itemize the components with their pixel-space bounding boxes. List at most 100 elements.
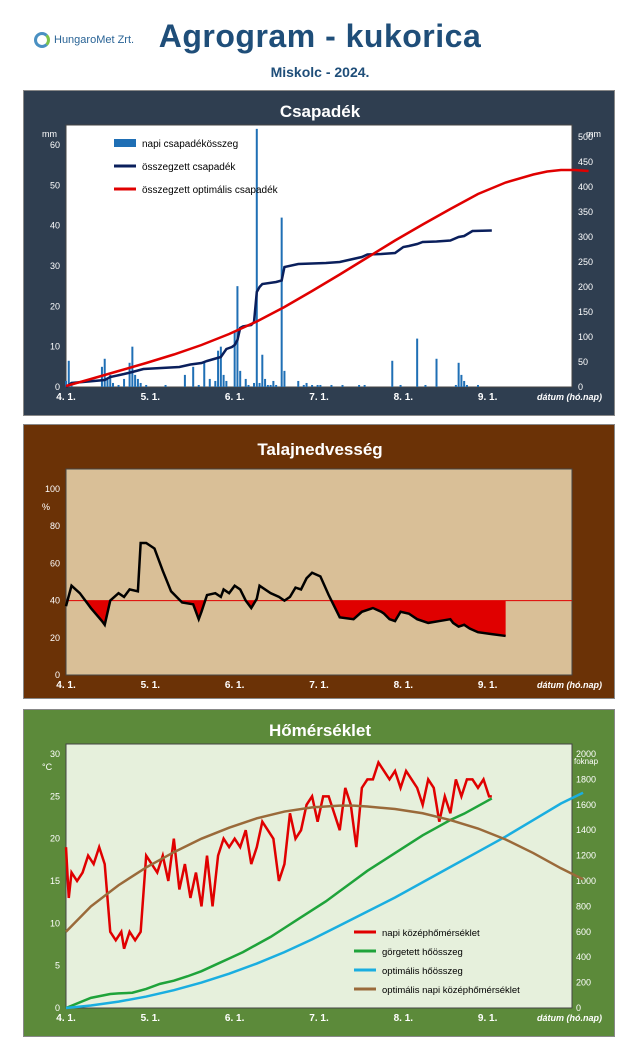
rain-bar bbox=[136, 378, 139, 387]
rain-bar bbox=[302, 384, 305, 387]
x-tick-label: 8. 1. bbox=[394, 392, 414, 403]
cumulative-rain-line bbox=[65, 229, 492, 389]
rain-bar bbox=[341, 384, 344, 387]
rain-bar bbox=[233, 330, 236, 387]
rain-bar bbox=[103, 358, 106, 387]
y2-tick-label: 2000 bbox=[576, 749, 596, 759]
moisture-deficit-area bbox=[331, 600, 506, 636]
y2-tick-label: 50 bbox=[578, 357, 588, 367]
legend-entry: összegzett csapadék bbox=[142, 162, 236, 173]
rain-bar bbox=[266, 384, 269, 387]
plot-area bbox=[65, 124, 573, 388]
y-tick-label: 50 bbox=[50, 180, 60, 190]
y2-tick-label: 1400 bbox=[576, 825, 596, 835]
y-tick-label: 40 bbox=[50, 596, 60, 606]
y-tick-label: 10 bbox=[50, 918, 60, 928]
y-tick-label: 60 bbox=[50, 558, 60, 568]
rain-bar bbox=[280, 217, 283, 387]
x-tick-label: 7. 1. bbox=[309, 392, 329, 403]
y2-tick-label: 1600 bbox=[576, 800, 596, 810]
y2-tick-label: 350 bbox=[578, 207, 593, 217]
rain-bar bbox=[164, 384, 167, 387]
moisture-deficit-area bbox=[85, 600, 111, 625]
moisture-deficit-area bbox=[180, 600, 206, 620]
precipitation-chart: Csapadék 4. 1. 5. 1. 6. 1. 7. 1. 8. 1. 9. 1. dá… bbox=[42, 102, 602, 403]
legend-entry: napi csapadékösszeg bbox=[142, 139, 238, 150]
rain-bar bbox=[454, 384, 457, 387]
rain-bar bbox=[109, 374, 112, 387]
y2-tick-label: 200 bbox=[576, 978, 591, 988]
chart-title: Hőmérséklet bbox=[269, 721, 371, 740]
optimal-cumulative-rain-line bbox=[65, 168, 589, 388]
y2-tick-label: 400 bbox=[578, 182, 593, 192]
rain-bar bbox=[264, 378, 267, 387]
x-tick-label: 6. 1. bbox=[225, 680, 245, 691]
y-tick-label: 25 bbox=[50, 791, 60, 801]
rain-bar bbox=[363, 384, 366, 387]
rain-bar bbox=[70, 384, 73, 387]
rain-bar bbox=[316, 384, 319, 387]
y2-tick-label: 600 bbox=[576, 927, 591, 937]
y2-tick-label: 0 bbox=[576, 1003, 581, 1013]
y2-tick-label: 200 bbox=[578, 282, 593, 292]
rain-bar bbox=[476, 384, 479, 387]
legend-entry: napi középhőmérséklet bbox=[382, 928, 480, 939]
rain-bar bbox=[244, 378, 247, 387]
y-tick-label: 5 bbox=[55, 961, 60, 971]
y2-axis-label: foknap bbox=[574, 757, 599, 766]
rolling-heat-sum-line bbox=[65, 797, 493, 1010]
x-tick-label: 8. 1. bbox=[394, 1013, 414, 1024]
y2-tick-label: 0 bbox=[578, 382, 583, 392]
chart-title: Csapadék bbox=[280, 102, 361, 121]
rain-bar bbox=[219, 346, 222, 387]
x-axis-label: dátum (hó.nap) bbox=[537, 392, 602, 402]
rain-bar bbox=[275, 384, 278, 387]
rain-bar bbox=[258, 382, 261, 387]
plot-area bbox=[65, 468, 573, 676]
legend-swatch bbox=[114, 139, 136, 147]
rain-bar bbox=[239, 370, 242, 387]
plot-area bbox=[65, 743, 573, 1009]
rain-bar bbox=[283, 370, 286, 387]
y-tick-label: 60 bbox=[50, 140, 60, 150]
y-axis-label: °C bbox=[42, 762, 53, 772]
y2-tick-label: 100 bbox=[578, 332, 593, 342]
daily-mean-temp-line bbox=[64, 759, 492, 950]
y-tick-label: 30 bbox=[50, 261, 60, 271]
page-title: Agrogram - kukorica bbox=[158, 18, 482, 54]
rain-bar bbox=[319, 384, 322, 387]
x-tick-label: 4. 1. bbox=[56, 680, 76, 691]
legend-entry: optimális napi középhőmérséklet bbox=[382, 985, 520, 996]
page-subtitle: Miskolc - 2024. bbox=[270, 64, 370, 80]
rain-bar bbox=[457, 362, 460, 387]
y-tick-label: 0 bbox=[55, 670, 60, 680]
rain-bar bbox=[192, 366, 195, 387]
x-tick-label: 5. 1. bbox=[141, 392, 161, 403]
rain-bar bbox=[255, 128, 258, 387]
rain-bar bbox=[112, 382, 115, 387]
x-tick-label: 6. 1. bbox=[225, 1013, 245, 1024]
rain-bar bbox=[222, 374, 225, 387]
rain-bar bbox=[203, 362, 206, 387]
rain-bar bbox=[247, 384, 250, 387]
x-tick-label: 5. 1. bbox=[141, 680, 161, 691]
x-tick-label: 8. 1. bbox=[394, 680, 414, 691]
rain-bar bbox=[208, 378, 211, 387]
rain-bar bbox=[460, 374, 463, 387]
precipitation-panel: Csapadék 4. 1. 5. 1. 6. 1. 7. 1. 8. 1. 9. 1. dá… bbox=[23, 90, 615, 416]
y-tick-label: 0 bbox=[55, 1003, 60, 1013]
y2-tick-label: 300 bbox=[578, 232, 593, 242]
y2-tick-label: 450 bbox=[578, 157, 593, 167]
rain-bar bbox=[465, 384, 468, 387]
y-tick-label: 15 bbox=[50, 876, 60, 886]
rain-bar bbox=[117, 384, 120, 387]
rain-bar bbox=[217, 350, 220, 387]
y-tick-label: 80 bbox=[50, 521, 60, 531]
y2-tick-label: 1200 bbox=[576, 851, 596, 861]
soil-moisture-panel: Talajnedvesség 4. 1. 5. 1. 6. 1. 7. 1. 8. 1. 9… bbox=[23, 424, 615, 699]
y-axis-label: % bbox=[42, 502, 50, 512]
rain-bar bbox=[134, 374, 137, 387]
x-tick-label: 6. 1. bbox=[225, 392, 245, 403]
y2-tick-label: 400 bbox=[576, 952, 591, 962]
y2-tick-label: 150 bbox=[578, 307, 593, 317]
